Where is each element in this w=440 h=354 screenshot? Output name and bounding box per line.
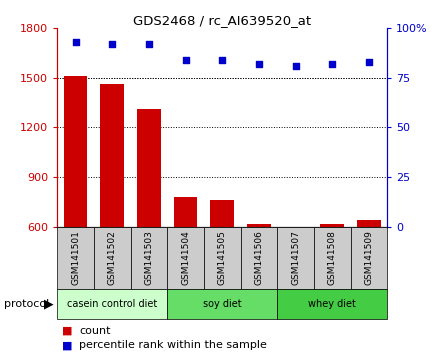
Bar [137,109,161,326]
Text: GSM141505: GSM141505 [218,230,227,285]
Bar [100,85,124,326]
Text: GSM141509: GSM141509 [364,230,374,285]
Point [329,61,336,67]
Text: GSM141508: GSM141508 [328,230,337,285]
Point [292,63,299,69]
Bar [320,224,344,326]
Text: soy diet: soy diet [203,298,242,309]
Point [255,61,262,67]
Point [145,41,152,47]
Point [109,41,116,47]
Point [72,39,79,45]
Point [365,59,372,65]
Bar [284,227,308,326]
Bar [247,224,271,326]
Point [219,57,226,63]
Text: GSM141503: GSM141503 [144,230,154,285]
Text: ▶: ▶ [44,297,53,310]
Text: GSM141507: GSM141507 [291,230,300,285]
Text: GSM141506: GSM141506 [254,230,264,285]
Text: GSM141501: GSM141501 [71,230,80,285]
Bar [357,220,381,326]
Bar [64,76,88,326]
Text: protocol: protocol [4,298,50,309]
Point [182,57,189,63]
Bar [174,197,198,326]
Text: casein control diet: casein control diet [67,298,158,309]
Title: GDS2468 / rc_AI639520_at: GDS2468 / rc_AI639520_at [133,14,311,27]
Text: GSM141502: GSM141502 [108,230,117,285]
Text: count: count [79,326,111,336]
Text: GSM141504: GSM141504 [181,230,190,285]
Bar [210,200,234,326]
Text: whey diet: whey diet [308,298,356,309]
Text: percentile rank within the sample: percentile rank within the sample [79,340,267,350]
Text: ■: ■ [62,340,72,350]
Text: ■: ■ [62,326,72,336]
